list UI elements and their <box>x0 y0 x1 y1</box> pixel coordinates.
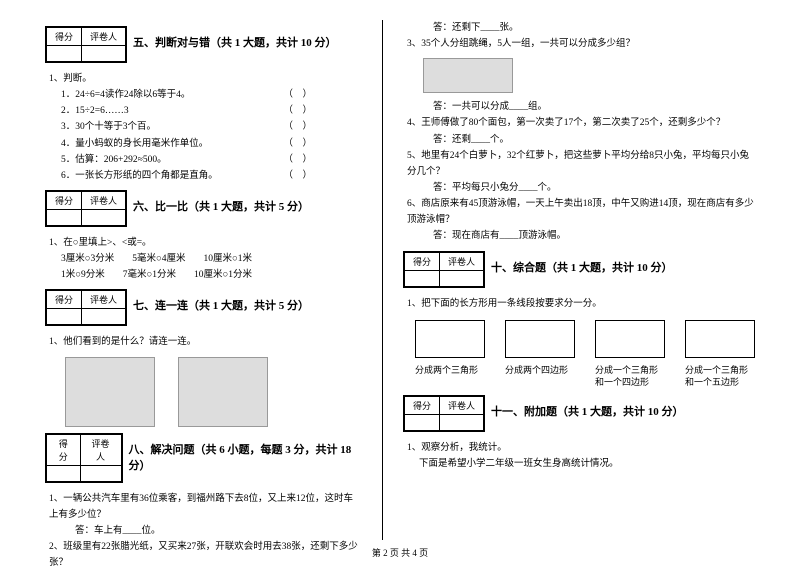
rect-1 <box>415 320 485 358</box>
s11-sub: 下面是希望小学二年级一班女生身高统计情况。 <box>419 456 755 472</box>
s10-lead: 1、把下面的长方形用一条线段按要求分一分。 <box>407 296 755 312</box>
s5-item-6: 6．一张长方形纸的四个角都是直角。（ ） <box>61 168 362 184</box>
section-7-header: 得分 评卷人 七、连一连（共 1 大题，共计 5 分） <box>45 289 362 330</box>
s8-a6: 答：现在商店有____顶游泳帽。 <box>433 228 755 244</box>
section-10-header: 得分 评卷人 十、综合题（共 1 大题，共计 10 分） <box>403 251 755 292</box>
rect-4 <box>685 320 755 358</box>
section-10-title: 十、综合题（共 1 大题，共计 10 分） <box>491 259 673 275</box>
score-box: 得分 评卷人 <box>45 433 123 483</box>
section-11-header: 得分 评卷人 十一、附加题（共 1 大题，共计 10 分） <box>403 395 755 436</box>
section-7-title: 七、连一连（共 1 大题，共计 5 分） <box>133 297 309 313</box>
score-box: 得分 评卷人 <box>403 251 485 288</box>
s8-a1: 答：车上有____位。 <box>75 523 362 539</box>
section-8-header: 得分 评卷人 八、解决问题（共 6 小题，每题 3 分，共计 18 分） <box>45 433 362 487</box>
s8-q1: 1、一辆公共汽车里有36位乘客，到福州路下去8位，又上来12位，这时车上有多少位… <box>49 491 362 523</box>
s8-a2: 答：还剩下____张。 <box>433 20 755 36</box>
page-container: 得分 评卷人 五、判断对与错（共 1 大题，共计 10 分） 1、判断。 1．2… <box>0 0 800 540</box>
score-box: 得分 评卷人 <box>403 395 485 432</box>
section-5-title: 五、判断对与错（共 1 大题，共计 10 分） <box>133 34 337 50</box>
s7-lead: 1、他们看到的是什么？请连一连。 <box>49 334 362 350</box>
s6-row-2: 1米○9分米7毫米○1分米10厘米○1分米 <box>61 267 362 283</box>
grader-label: 评卷人 <box>82 28 126 46</box>
rect-2 <box>505 320 575 358</box>
s8-a3: 答：一共可以分成____组。 <box>433 99 755 115</box>
s8-a4: 答：还剩____个。 <box>433 132 755 148</box>
page-footer: 第 2 页 共 4 页 <box>0 546 800 559</box>
rect-label-4: 分成一个三角形和一个五边形 <box>685 364 755 389</box>
left-column: 得分 评卷人 五、判断对与错（共 1 大题，共计 10 分） 1、判断。 1．2… <box>30 20 377 540</box>
section-6-title: 六、比一比（共 1 大题，共计 5 分） <box>133 198 309 214</box>
children-image <box>65 357 155 427</box>
s7-image-group <box>65 357 362 427</box>
score-box: 得分 评卷人 <box>45 26 127 63</box>
rect-labels: 分成两个三角形 分成两个四边形 分成一个三角形和一个四边形 分成一个三角形和一个… <box>415 364 755 389</box>
section-11-title: 十一、附加题（共 1 大题，共计 10 分） <box>491 403 684 419</box>
s8-a5: 答：平均每只小兔分____个。 <box>433 180 755 196</box>
s8-q6: 6、商店原来有45顶游泳帽，一天上午卖出18顶，中午又购进14顶，现在商店有多少… <box>407 196 755 228</box>
rect-label-3: 分成一个三角形和一个四边形 <box>595 364 665 389</box>
section-5-header: 得分 评卷人 五、判断对与错（共 1 大题，共计 10 分） <box>45 26 362 67</box>
score-box: 得分 评卷人 <box>45 289 127 326</box>
jump-rope-image <box>423 58 513 93</box>
s5-lead: 1、判断。 <box>49 71 362 87</box>
s5-item-3: 3．30个十等于3个百。（ ） <box>61 119 362 135</box>
score-label: 得分 <box>47 28 82 46</box>
objects-image <box>178 357 268 427</box>
s11-lead: 1、观察分析，我统计。 <box>407 440 755 456</box>
rect-label-2: 分成两个四边形 <box>505 364 575 389</box>
s8-q3: 3、35个人分组跳绳，5人一组，一共可以分成多少组？ <box>407 36 755 52</box>
s8-q5: 5、地里有24个白萝卜，32个红萝卜，把这些萝卜平均分给8只小兔，平均每只小兔分… <box>407 148 755 180</box>
s5-item-5: 5．估算：206+292≈500。（ ） <box>61 152 362 168</box>
s8-q4: 4、王师傅做了80个面包，第一次卖了17个，第二次卖了25个，还剩多少个？ <box>407 115 755 131</box>
right-column: 答：还剩下____张。 3、35个人分组跳绳，5人一组，一共可以分成多少组？ 答… <box>388 20 770 540</box>
s6-lead: 1、在○里填上>、<或=。 <box>49 235 362 251</box>
s8-q3-image <box>423 58 755 93</box>
rect-3 <box>595 320 665 358</box>
s5-item-4: 4．量小蚂蚁的身长用毫米作单位。（ ） <box>61 136 362 152</box>
column-divider <box>382 20 383 540</box>
rect-label-1: 分成两个三角形 <box>415 364 485 389</box>
section-6-header: 得分 评卷人 六、比一比（共 1 大题，共计 5 分） <box>45 190 362 231</box>
score-box: 得分 评卷人 <box>45 190 127 227</box>
s5-item-2: 2．15÷2=6……3（ ） <box>61 103 362 119</box>
section-8-title: 八、解决问题（共 6 小题，每题 3 分，共计 18 分） <box>129 441 363 473</box>
s6-row-1: 3厘米○3分米5毫米○4厘米10厘米○1米 <box>61 251 362 267</box>
rect-row <box>415 320 755 358</box>
s5-item-1: 1．24÷6=4读作24除以6等于4。（ ） <box>61 87 362 103</box>
